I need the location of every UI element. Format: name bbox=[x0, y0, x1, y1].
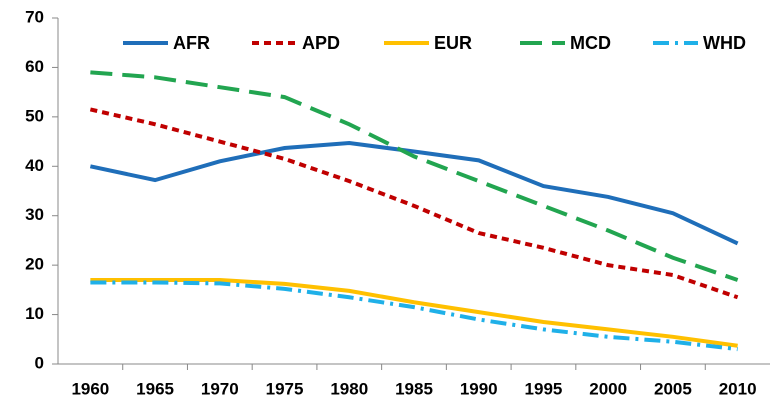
x-tick-label: 1965 bbox=[136, 379, 174, 398]
x-tick-label: 2010 bbox=[719, 379, 757, 398]
y-tick-label: 70 bbox=[25, 7, 44, 26]
x-tick-label: 1960 bbox=[71, 379, 109, 398]
x-tick-label: 1970 bbox=[201, 379, 239, 398]
x-tick-label: 1985 bbox=[395, 379, 433, 398]
x-tick-label: 2005 bbox=[654, 379, 692, 398]
series-line bbox=[90, 70, 739, 282]
x-tick-label: 1990 bbox=[460, 379, 498, 398]
y-tick-label: 20 bbox=[25, 255, 44, 274]
legend-label: WHD bbox=[703, 33, 746, 53]
series-line bbox=[90, 280, 738, 352]
x-tick-label: 2000 bbox=[589, 379, 627, 398]
series-line bbox=[89, 107, 739, 300]
y-tick-label: 10 bbox=[25, 304, 44, 323]
y-tick-label: 30 bbox=[25, 205, 44, 224]
y-tick-label: 50 bbox=[25, 106, 44, 125]
y-tick-label: 0 bbox=[35, 353, 44, 372]
x-tick-label: 1975 bbox=[266, 379, 304, 398]
legend-label: APD bbox=[302, 33, 340, 53]
x-tick-label: 1995 bbox=[525, 379, 563, 398]
y-tick-label: 60 bbox=[25, 57, 44, 76]
series-line bbox=[90, 277, 738, 348]
x-tick-label: 1980 bbox=[330, 379, 368, 398]
series-line bbox=[89, 141, 739, 246]
legend-label: MCD bbox=[570, 33, 611, 53]
legend-label: EUR bbox=[434, 33, 472, 53]
legend-label: AFR bbox=[173, 33, 210, 53]
y-tick-label: 40 bbox=[25, 156, 44, 175]
